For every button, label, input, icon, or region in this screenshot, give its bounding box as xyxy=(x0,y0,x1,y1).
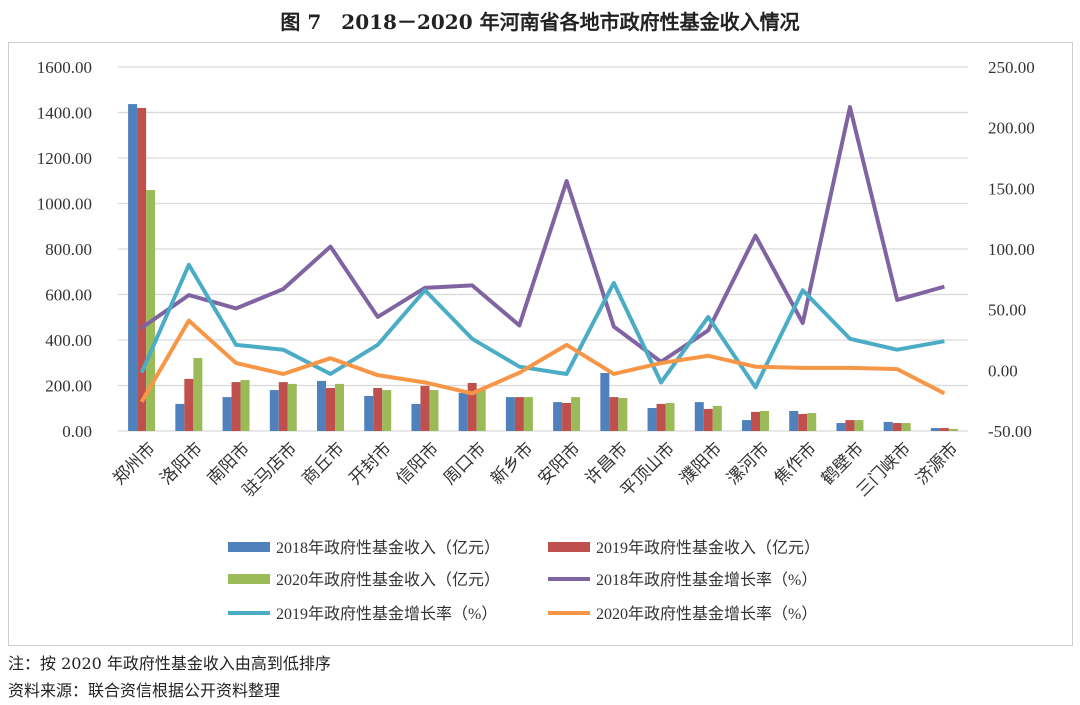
bar-2018 xyxy=(930,428,940,431)
left-tick-label: 1200.00 xyxy=(37,149,92,168)
bar-2018 xyxy=(317,380,326,431)
legend-swatch xyxy=(228,574,270,584)
left-tick-label: 600.00 xyxy=(45,286,92,305)
right-tick-label: -50.00 xyxy=(988,422,1032,441)
chart-frame xyxy=(8,42,1073,646)
left-tick-label: 1400.00 xyxy=(37,104,92,123)
bar-2019 xyxy=(798,413,808,431)
bar-2020 xyxy=(854,420,864,431)
left-tick-label: 200.00 xyxy=(45,377,92,396)
bar-2020 xyxy=(948,428,958,431)
bar-2020 xyxy=(240,380,250,431)
legend-swatch xyxy=(228,542,270,552)
bar-2020 xyxy=(665,403,675,431)
chart-title: 图 7 2018－2020 年河南省各地市政府性基金收入情况 xyxy=(280,10,800,34)
sort-note: 注：按 2020 年政府性基金收入由高到低排序 xyxy=(8,654,331,673)
bar-2019 xyxy=(420,385,430,431)
category-label: 洛阳市 xyxy=(157,439,206,488)
left-tick-label: 1600.00 xyxy=(37,58,92,77)
bar-2018 xyxy=(364,395,374,431)
bar-2018 xyxy=(647,408,657,431)
bar-2019 xyxy=(751,411,760,431)
bar-2019 xyxy=(703,408,713,431)
category-label: 周口市 xyxy=(440,439,489,488)
line-growth-2018 xyxy=(140,105,945,364)
bar-2019 xyxy=(184,378,194,431)
bar-2018 xyxy=(222,397,232,431)
bar-2019 xyxy=(656,403,666,431)
bar-2020 xyxy=(382,390,392,431)
category-label: 濮阳市 xyxy=(676,439,725,488)
bar-2020 xyxy=(523,397,533,431)
bar-2020 xyxy=(571,397,581,431)
bar-2018 xyxy=(458,393,468,431)
legend-label: 2020年政府性基金收入（亿元） xyxy=(276,571,500,589)
legend-label: 2018年政府性基金增长率（%） xyxy=(596,571,817,589)
right-tick-label: 0.00 xyxy=(988,361,1018,380)
bar-2019 xyxy=(467,382,477,431)
bar-2019 xyxy=(892,423,902,431)
bar-2020 xyxy=(335,383,344,431)
line-growth-2019 xyxy=(139,262,945,390)
legend-label: 2018年政府性基金收入（亿元） xyxy=(276,539,500,557)
category-label: 商丘市 xyxy=(298,439,347,488)
bar-2020 xyxy=(476,390,486,431)
right-tick-label: 250.00 xyxy=(988,58,1035,77)
bar-2019 xyxy=(939,428,949,431)
bar-2018 xyxy=(694,402,704,431)
bar-2018 xyxy=(836,423,846,431)
left-tick-label: 800.00 xyxy=(45,240,92,259)
bar-2018 xyxy=(128,104,138,432)
bar-2018 xyxy=(175,403,185,431)
bar-2019 xyxy=(562,403,572,431)
right-tick-label: 150.00 xyxy=(988,179,1035,198)
category-label: 新乡市 xyxy=(487,439,536,488)
category-label: 郑州市 xyxy=(109,439,158,488)
bar-2018 xyxy=(269,390,279,431)
category-label: 漯河市 xyxy=(723,439,772,488)
left-tick-label: 1000.00 xyxy=(37,195,92,214)
right-tick-label: 200.00 xyxy=(988,119,1035,138)
bar-2019 xyxy=(609,397,619,431)
category-label: 开封市 xyxy=(345,439,394,488)
bar-2020 xyxy=(760,410,769,431)
bar-2020 xyxy=(429,390,439,431)
category-label: 焦作市 xyxy=(770,439,819,488)
bar-2020 xyxy=(901,423,911,431)
left-tick-label: 400.00 xyxy=(45,331,92,350)
bar-2019 xyxy=(278,382,288,431)
legend-swatch xyxy=(548,542,590,552)
bar-2018 xyxy=(411,403,421,431)
bar-2018 xyxy=(505,397,515,431)
legend-label: 2020年政府性基金增长率（%） xyxy=(596,605,817,623)
bar-2019 xyxy=(845,420,855,431)
bar-2019 xyxy=(137,107,147,431)
bar-2020 xyxy=(618,398,628,431)
right-tick-label: 50.00 xyxy=(988,301,1026,320)
bar-2018 xyxy=(883,421,893,431)
bar-2018 xyxy=(600,372,610,431)
legend-label: 2019年政府性基金增长率（%） xyxy=(276,605,497,623)
bar-2020 xyxy=(193,357,203,431)
category-label: 安阳市 xyxy=(534,439,583,488)
bar-2020 xyxy=(807,413,817,431)
bar-2020 xyxy=(146,190,156,431)
bar-2019 xyxy=(231,382,241,431)
bar-2019 xyxy=(373,388,383,431)
right-tick-label: 100.00 xyxy=(988,240,1035,259)
left-tick-label: 0.00 xyxy=(62,422,92,441)
line-growth-2020 xyxy=(139,318,946,403)
category-label: 信阳市 xyxy=(393,439,442,488)
bar-2018 xyxy=(742,420,751,431)
bar-2019 xyxy=(514,397,524,431)
bar-2019 xyxy=(326,388,335,431)
bar-2020 xyxy=(287,383,297,431)
bar-2020 xyxy=(712,405,722,431)
category-label: 济源市 xyxy=(912,439,961,488)
bar-2018 xyxy=(789,410,799,431)
legend-label: 2019年政府性基金收入（亿元） xyxy=(596,539,820,557)
bar-2018 xyxy=(553,402,563,431)
source-note: 资料来源：联合资信根据公开资料整理 xyxy=(8,681,281,700)
